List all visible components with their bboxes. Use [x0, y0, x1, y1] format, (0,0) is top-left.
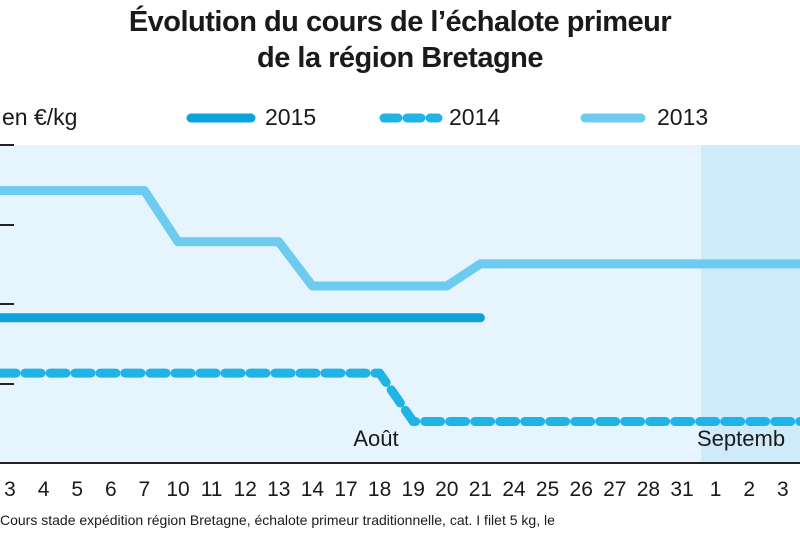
x-tick-labels: 3 4 5 6 7 10 11 12 13 14 17 18 19 20 21 24 25 26 27 28 31 1 2 3: [4, 478, 788, 501]
x-tick-label: 3: [777, 478, 789, 501]
september-shade: [701, 145, 800, 463]
x-tick-label: 26: [570, 478, 593, 501]
x-tick-label: 1: [710, 478, 722, 501]
series-layer: [0, 186, 800, 426]
x-tick-label: 13: [267, 478, 290, 501]
x-tick-label: 2: [743, 478, 755, 501]
month-label-septembre: Septemb: [697, 426, 785, 451]
series-line-2013: [0, 186, 800, 291]
x-tick-label: 31: [670, 478, 693, 501]
x-tick-label: 10: [166, 478, 189, 501]
x-tick-label: 18: [368, 478, 391, 501]
x-tick-label: 28: [637, 478, 660, 501]
x-tick-label: 27: [603, 478, 626, 501]
x-tick-label: 11: [201, 478, 223, 501]
x-tick-label: 7: [139, 478, 151, 501]
legend-label-2013: 2013: [657, 104, 709, 130]
legend-label-2014: 2014: [449, 104, 501, 130]
line-chart: Août Septemb 3 4 5 6 7 10 11 12 13 14 17 18 19 20 21 24…: [0, 113, 800, 501]
x-tick-label: 25: [536, 478, 559, 501]
x-tick-label: 12: [234, 478, 257, 501]
chart-title: Évolution du cours de l’échalote primeur…: [0, 4, 800, 76]
chart-title-line1: Évolution du cours de l’échalote primeur: [128, 6, 672, 38]
chart-title-line2: de la région Bretagne: [256, 42, 544, 74]
month-label-aout: Août: [353, 426, 398, 451]
x-tick-label: 3: [4, 478, 16, 501]
footnote: Cours stade expédition région Bretagne, …: [0, 512, 555, 528]
x-tick-label: 20: [435, 478, 458, 501]
x-tick-label: 5: [71, 478, 83, 501]
x-tick-label: 21: [469, 478, 492, 501]
x-tick-label: 14: [301, 478, 325, 501]
x-tick-label: 4: [38, 478, 50, 501]
series-line-2014: [0, 368, 800, 426]
plot-background: [0, 145, 800, 463]
y-axis-label: en €/kg: [2, 104, 78, 130]
legend-label-2015: 2015: [265, 104, 317, 130]
x-tick-label: 17: [334, 478, 357, 501]
x-tick-label: 19: [402, 478, 425, 501]
x-tick-label: 6: [105, 478, 117, 501]
x-tick-label: 24: [502, 478, 526, 501]
